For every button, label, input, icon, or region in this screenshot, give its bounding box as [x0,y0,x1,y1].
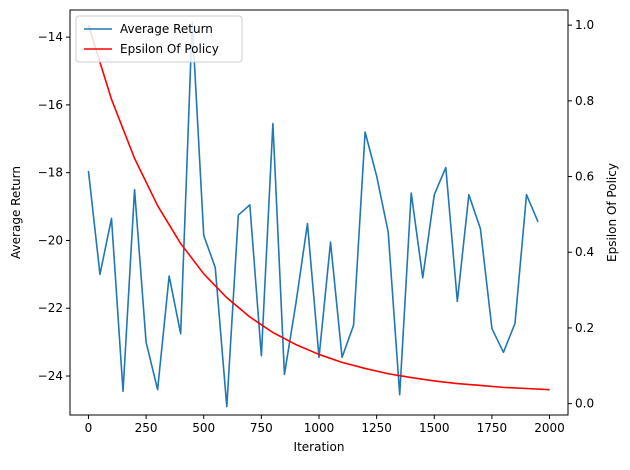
x-axis-label: Iteration [294,440,345,454]
y-axis-left: −24 −22 −20 −18 −16 −14 [38,30,70,383]
legend: Average Return Epsilon Of Policy [75,15,243,63]
y-tick-label: −22 [38,301,63,315]
y-tick-label: −16 [38,98,63,112]
y-axis-label: Average Return [9,166,23,259]
y2-tick-label: 0.0 [575,397,594,411]
y2-tick-label: 0.6 [575,170,594,184]
y2-tick-label: 1.0 [575,18,594,32]
series-line-2 [87,24,550,391]
x-tick-label: 1250 [361,421,392,435]
x-tick-label: 1750 [477,421,508,435]
y-axis-right: 0.0 0.2 0.4 0.6 0.8 1.0 [568,18,594,411]
y-tick-label: −14 [38,30,63,44]
x-axis: 0 250 500 750 1000 1250 1500 1750 2000 [85,415,565,435]
y2-tick-label: 0.4 [575,245,594,259]
x-tick-label: 0 [85,421,93,435]
x-tick-label: 1000 [304,421,335,435]
y2-tick-label: 0.8 [575,94,594,108]
x-tick-label: 750 [250,421,273,435]
y2-axis-label: Epsilon Of Policy [605,163,619,262]
x-tick-label: 500 [192,421,215,435]
y-tick-label: −24 [38,369,63,383]
legend-label-1: Average Return [120,22,213,36]
y-tick-label: −18 [38,166,63,180]
x-tick-label: 250 [135,421,158,435]
legend-label-2: Epsilon Of Policy [120,42,219,56]
legend-box [75,15,243,63]
series-line-1 [87,21,539,408]
x-tick-label: 1500 [419,421,450,435]
y2-tick-label: 0.2 [575,321,594,335]
y-tick-label: −20 [38,233,63,247]
x-tick-label: 2000 [534,421,565,435]
plot-lines [87,21,550,408]
